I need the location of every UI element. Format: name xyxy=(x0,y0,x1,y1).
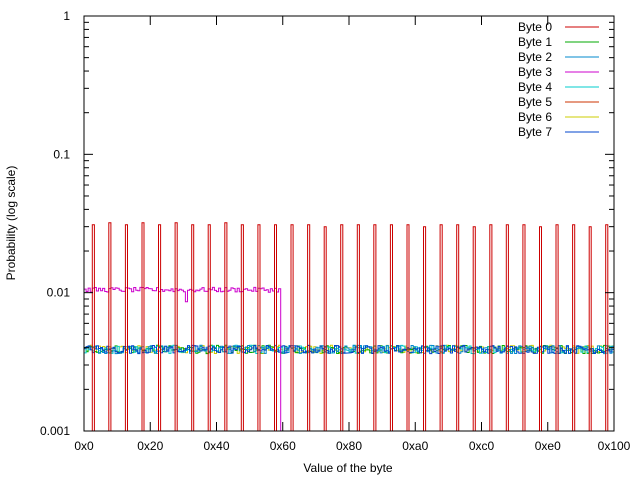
spike-byte-0 xyxy=(456,224,460,431)
y-axis-title: Probability (log scale) xyxy=(4,166,18,281)
spike-byte-0 xyxy=(605,224,609,431)
spike-byte-0 xyxy=(240,224,244,431)
spike-byte-0 xyxy=(124,224,128,431)
spike-byte-0 xyxy=(174,222,178,431)
x-tick-label: 0xa0 xyxy=(402,439,428,453)
legend-label: Byte 0 xyxy=(518,20,552,34)
spike-byte-0 xyxy=(522,224,526,431)
spike-byte-0 xyxy=(307,224,311,431)
spike-byte-0 xyxy=(373,224,377,431)
spike-byte-0 xyxy=(505,224,509,431)
spike-byte-0 xyxy=(423,226,427,431)
legend-label: Byte 2 xyxy=(518,50,552,64)
x-tick-label: 0x20 xyxy=(137,439,163,453)
legend-label: Byte 1 xyxy=(518,35,552,49)
y-tick-label: 1 xyxy=(63,9,70,23)
spike-byte-0 xyxy=(406,224,410,431)
spike-byte-0 xyxy=(472,226,476,431)
spike-byte-0 xyxy=(224,222,228,431)
x-tick-label: 0x0 xyxy=(74,439,94,453)
y-tick-label: 0.01 xyxy=(47,286,71,300)
series-layer xyxy=(84,222,614,431)
spike-byte-0 xyxy=(290,224,294,431)
ticks-layer: 0.001 0.01 0.1 1 0x0 0x20 0x40 0x60 0x80 0xa0 0xc0… xyxy=(40,9,631,453)
spike-byte-0 xyxy=(588,226,592,431)
spike-byte-0 xyxy=(572,224,576,431)
series-line-byte-3 xyxy=(84,286,282,431)
spike-byte-0 xyxy=(340,224,344,431)
spike-byte-0 xyxy=(489,224,493,431)
x-tick-label: 0xc0 xyxy=(469,439,495,453)
x-axis-title: Value of the byte xyxy=(303,461,393,475)
spike-byte-0 xyxy=(323,226,327,431)
spike-byte-0 xyxy=(207,224,211,431)
spike-byte-0 xyxy=(257,224,261,431)
x-tick-label: 0x100 xyxy=(598,439,631,453)
spike-byte-0 xyxy=(191,224,195,431)
legend-label: Byte 6 xyxy=(518,110,552,124)
spike-byte-0 xyxy=(439,224,443,431)
spike-byte-0 xyxy=(539,226,542,431)
legend-label: Byte 3 xyxy=(518,65,552,79)
legend-label: Byte 7 xyxy=(518,125,552,139)
spike-byte-0 xyxy=(141,222,145,431)
x-tick-label: 0x80 xyxy=(336,439,362,453)
x-tick-label: 0x40 xyxy=(203,439,229,453)
y-tick-label: 0.1 xyxy=(53,147,70,161)
spike-byte-0 xyxy=(274,224,277,431)
legend-label: Byte 5 xyxy=(518,95,552,109)
spike-byte-0 xyxy=(108,222,112,431)
y-tick-label: 0.001 xyxy=(40,424,70,438)
legend-label: Byte 4 xyxy=(518,80,552,94)
spike-byte-0 xyxy=(158,224,162,431)
x-tick-label: 0xe0 xyxy=(535,439,561,453)
x-tick-label: 0x60 xyxy=(270,439,296,453)
spike-byte-0 xyxy=(555,224,559,431)
spike-byte-0 xyxy=(91,224,95,431)
spike-byte-0 xyxy=(356,224,360,431)
spike-byte-0 xyxy=(389,224,393,431)
